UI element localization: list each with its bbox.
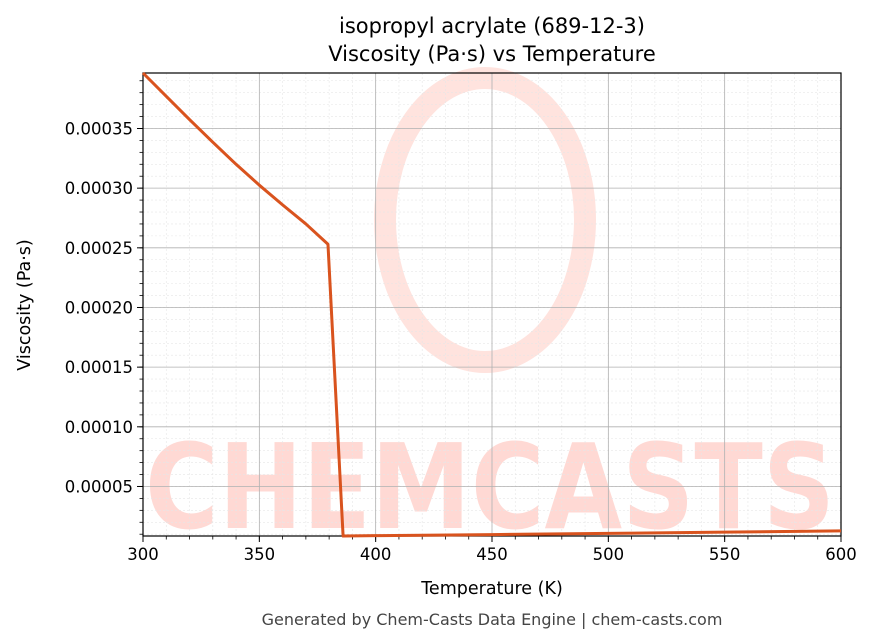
- chart-title-line2: Viscosity (Pa·s) vs Temperature: [328, 42, 656, 66]
- y-tick-label: 0.00015: [65, 358, 133, 377]
- x-tick-label: 350: [244, 545, 276, 564]
- x-tick-label: 400: [360, 545, 392, 564]
- x-tick-label: 300: [127, 545, 159, 564]
- series-group: [141, 71, 842, 538]
- y-axis-label: Viscosity (Pa·s): [15, 239, 35, 370]
- x-axis-label: Temperature (K): [420, 579, 563, 599]
- x-tick-labels: 300 350 400 450 500 550 600: [127, 545, 857, 564]
- y-tick-label: 0.00025: [65, 239, 133, 258]
- x-tick-label: 600: [825, 545, 857, 564]
- x-tick-label: 500: [593, 545, 625, 564]
- chart-title-line1: isopropyl acrylate (689-12-3): [339, 14, 645, 38]
- y-tick-label: 0.00010: [65, 418, 133, 437]
- y-tick-labels: 0.00005 0.00010 0.00015 0.00020 0.00025 0.000…: [65, 119, 133, 496]
- footer-credit: Generated by Chem-Casts Data Engine | ch…: [262, 610, 723, 629]
- y-tick-label: 0.00035: [65, 119, 133, 138]
- watermark-logo-ring: [374, 67, 596, 373]
- y-tick-label: 0.00020: [65, 298, 133, 317]
- y-tick-label: 0.00030: [65, 179, 133, 198]
- axis-ticks: [137, 80, 842, 542]
- viscosity-series-line: [141, 71, 842, 538]
- chemcasts-watermark: CHEMCASTS: [145, 67, 835, 556]
- y-tick-label: 0.00005: [65, 477, 133, 496]
- x-tick-label: 450: [476, 545, 508, 564]
- x-tick-label: 550: [709, 545, 741, 564]
